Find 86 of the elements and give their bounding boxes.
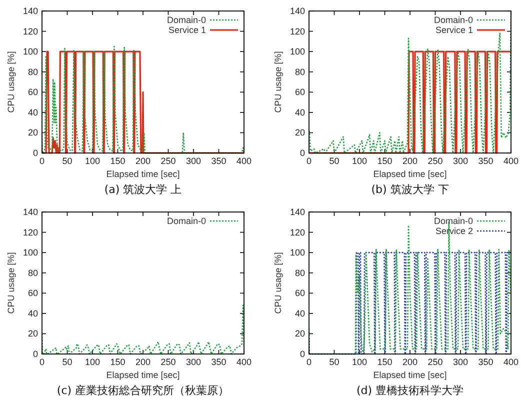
- x-axis-title: Elapsed time [sec]: [106, 169, 180, 179]
- legend-label: Domain-0: [434, 15, 473, 25]
- x-axis-title: Elapsed time [sec]: [373, 370, 447, 380]
- y-tick-label: 80: [28, 66, 38, 77]
- y-tick-label: 100: [22, 46, 38, 57]
- y-tick-label: 20: [28, 128, 38, 138]
- y-tick-label: 140: [22, 207, 38, 217]
- y-tick-label: 40: [294, 308, 305, 318]
- x-tick-label: 100: [84, 156, 100, 166]
- legend-label: Domain-0: [166, 15, 206, 25]
- y-tick-label: 120: [22, 26, 38, 36]
- x-tick-label: 150: [377, 156, 392, 166]
- text: (c) 産業技術総合研究所（秋葉原）: [56, 384, 230, 397]
- y-axis-title: CPU usage [%]: [273, 252, 283, 314]
- x-tick-label: 300: [452, 156, 468, 166]
- x-tick-label: 100: [352, 357, 368, 367]
- x-tick-label: 200: [135, 357, 151, 367]
- x-tick-label: 100: [352, 156, 368, 166]
- x-tick-label: 200: [402, 156, 418, 166]
- y-tick-label: 60: [28, 288, 38, 298]
- y-tick-label: 140: [22, 6, 38, 16]
- x-tick-label: 150: [110, 357, 126, 367]
- x-tick-label: 400: [503, 357, 519, 367]
- y-tick-label: 40: [28, 308, 38, 318]
- x-tick-label: 150: [377, 357, 392, 367]
- y-tick-label: 20: [294, 328, 305, 339]
- y-tick-label: 120: [22, 227, 38, 238]
- y-tick-label: 120: [290, 26, 305, 36]
- text: (d) 豊橋技術科学大学: [356, 384, 464, 397]
- y-tick-label: 80: [294, 66, 305, 77]
- legend-label: Service 1: [435, 25, 473, 35]
- x-tick-label: 300: [186, 357, 202, 367]
- y-tick-label: 80: [28, 268, 38, 278]
- y-tick-label: 140: [290, 6, 305, 16]
- y-tick-label: 20: [294, 128, 305, 138]
- x-tick-label: 50: [62, 357, 72, 367]
- x-tick-label: 350: [211, 156, 226, 166]
- legend-label: Domain-0: [166, 216, 206, 226]
- x-tick-label: 400: [503, 156, 519, 166]
- y-tick-label: 0: [32, 148, 38, 158]
- x-tick-label: 100: [84, 357, 100, 367]
- x-tick-label: 50: [329, 156, 340, 166]
- x-tick-label: 150: [110, 156, 126, 166]
- y-tick-label: 20: [28, 328, 38, 339]
- y-tick-label: 100: [290, 248, 305, 258]
- text: (a) 筑波大学 上: [104, 183, 182, 196]
- y-tick-label: 100: [22, 248, 38, 258]
- x-tick-label: 400: [236, 156, 252, 166]
- y-tick-label: 80: [294, 268, 305, 278]
- y-tick-label: 60: [28, 87, 38, 98]
- y-tick-label: 0: [300, 349, 305, 359]
- x-tick-label: 250: [428, 357, 443, 367]
- x-tick-label: 350: [478, 156, 494, 166]
- x-tick-label: 300: [186, 156, 202, 166]
- y-tick-label: 40: [294, 107, 305, 118]
- legend-label: Service 1: [168, 25, 206, 35]
- y-tick-label: 140: [290, 207, 305, 217]
- x-tick-label: 250: [428, 156, 443, 166]
- x-tick-label: 400: [236, 357, 252, 367]
- y-tick-label: 60: [294, 288, 305, 298]
- x-tick-label: 0: [306, 357, 312, 367]
- legend-label: Domain-0: [434, 216, 473, 226]
- text: (b) 筑波大学 下: [371, 183, 449, 196]
- x-tick-label: 50: [329, 357, 340, 367]
- x-axis-title: Elapsed time [sec]: [106, 370, 180, 380]
- x-tick-label: 350: [211, 357, 226, 367]
- y-tick-label: 40: [28, 107, 38, 118]
- y-axis-title: CPU usage [%]: [6, 252, 16, 314]
- y-tick-label: 0: [300, 148, 305, 158]
- x-tick-label: 0: [39, 357, 45, 367]
- x-axis-title: Elapsed time [sec]: [373, 169, 447, 179]
- x-tick-label: 0: [306, 156, 312, 166]
- x-tick-label: 250: [160, 156, 176, 166]
- y-tick-label: 60: [294, 87, 305, 98]
- x-tick-label: 200: [135, 156, 151, 166]
- y-tick-label: 100: [290, 46, 305, 57]
- x-tick-label: 300: [452, 357, 468, 367]
- x-tick-label: 200: [402, 357, 418, 367]
- y-axis-title: CPU usage [%]: [6, 51, 16, 113]
- x-tick-label: 350: [478, 357, 494, 367]
- y-axis-title: CPU usage [%]: [273, 51, 283, 113]
- y-tick-label: 120: [290, 227, 305, 238]
- x-tick-label: 50: [62, 156, 72, 166]
- y-tick-label: 0: [32, 349, 38, 359]
- x-tick-label: 0: [39, 156, 45, 166]
- x-tick-label: 250: [160, 357, 176, 367]
